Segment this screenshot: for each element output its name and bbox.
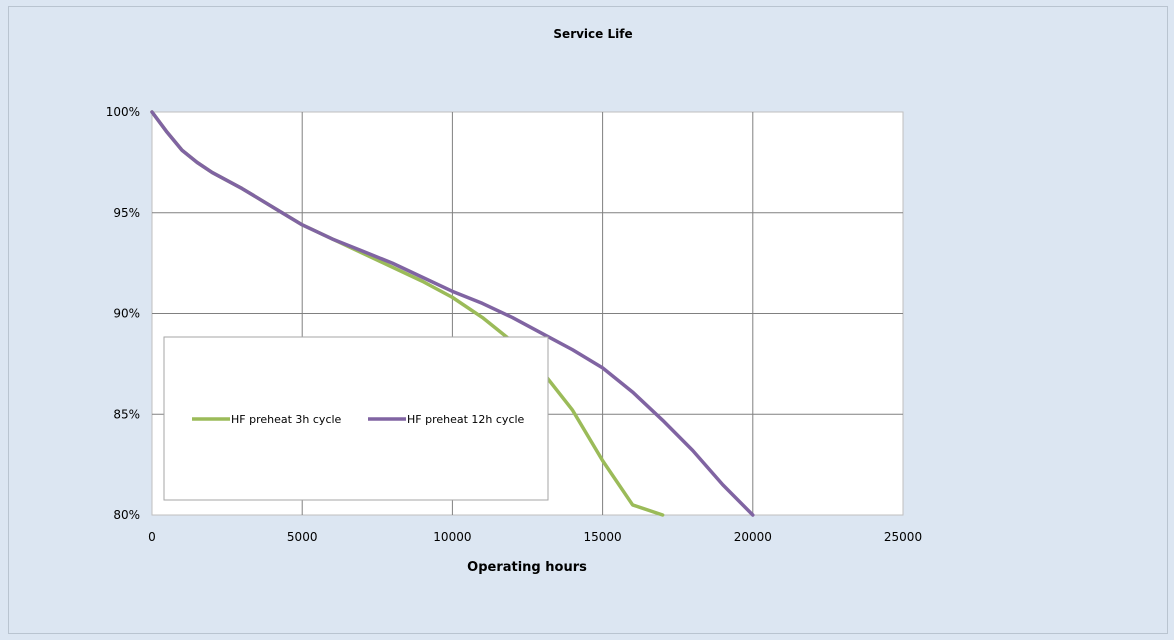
chart-container: Service Life 80% 85% 90% 95% 100% 0 5000 10000… (8, 6, 1168, 634)
x-tick-label: 20000 (734, 530, 772, 544)
x-tick-label: 15000 (584, 530, 622, 544)
series-layer (150, 110, 755, 517)
x-axis-ticks: 0 5000 10000 15000 20000 25000 (148, 530, 922, 544)
line-chart: Service Life 80% 85% 90% 95% 100% 0 5000 10000… (106, 27, 922, 575)
chart-title: Service Life (553, 27, 632, 41)
x-tick-label: 0 (148, 530, 156, 544)
legend-items: HF preheat 3h cycle HF preheat 12h cycle (192, 413, 525, 426)
y-tick-label: 100% (106, 105, 140, 119)
y-tick-label: 90% (113, 307, 140, 321)
x-tick-label: 5000 (287, 530, 318, 544)
series-line (150, 110, 755, 517)
y-tick-label: 85% (113, 407, 140, 421)
y-tick-label: 95% (113, 206, 140, 220)
x-tick-label: 25000 (884, 530, 922, 544)
y-tick-label: 80% (113, 508, 140, 522)
legend: HF preheat 3h cycle HF preheat 12h cycle (163, 336, 549, 501)
x-tick-label: 10000 (433, 530, 471, 544)
x-axis-title: Operating hours (467, 560, 587, 575)
legend-label: HF preheat 3h cycle (231, 413, 342, 426)
y-axis-ticks: 80% 85% 90% 95% 100% (106, 105, 140, 522)
legend-label: HF preheat 12h cycle (407, 413, 525, 426)
